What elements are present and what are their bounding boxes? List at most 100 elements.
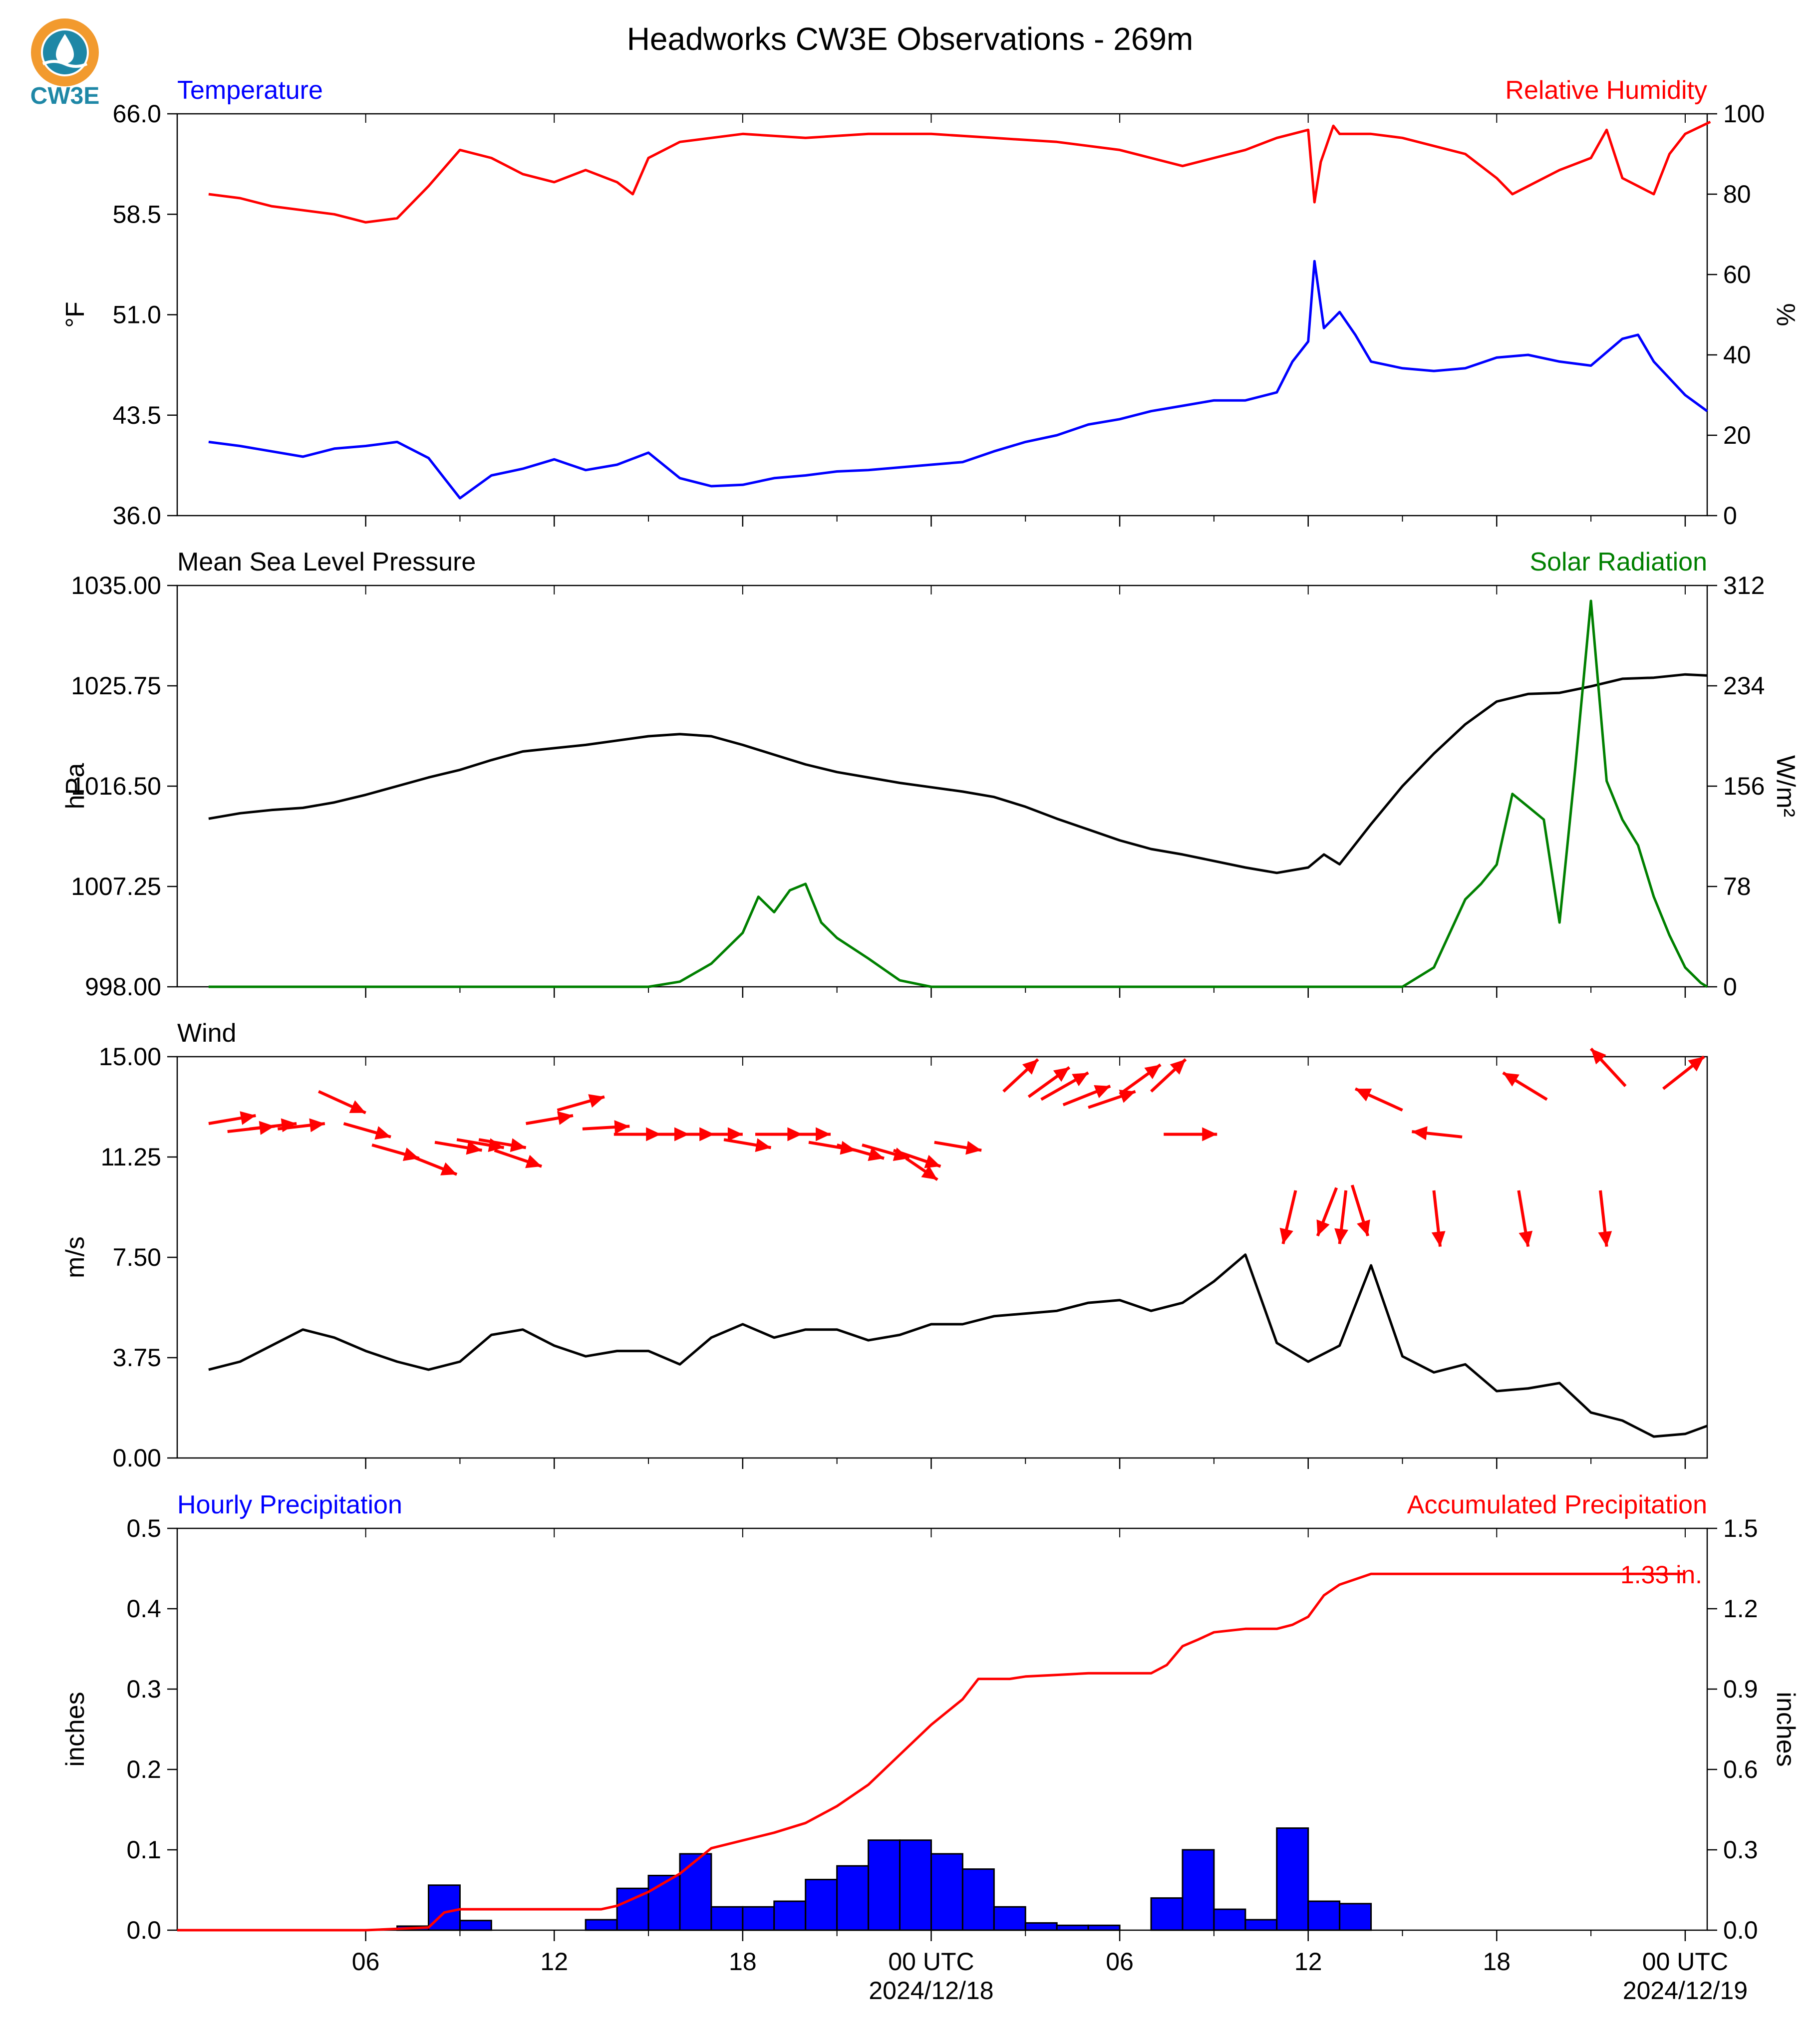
y-tick-label: 51.0 (113, 301, 161, 329)
wind-arrow (1040, 1071, 1089, 1101)
wind-arrow-head (1412, 1126, 1428, 1141)
wind-arrow (934, 1141, 982, 1155)
wind-arrow (1119, 1063, 1162, 1096)
y2-tick-label: 0.6 (1723, 1755, 1758, 1783)
wind-arrow (343, 1122, 391, 1140)
y2-tick-label: 40 (1723, 341, 1751, 369)
wind-arrow-head (1279, 1227, 1293, 1244)
y-tick-label: 0.2 (126, 1755, 161, 1783)
wind-arrow-head (440, 1162, 457, 1175)
wind-arrow (208, 1111, 256, 1125)
x-tick-label: 18 (729, 1948, 757, 1976)
y2-tick-label: 156 (1723, 772, 1765, 800)
y-axis-title: °F (61, 301, 90, 328)
series-line (208, 260, 1708, 500)
y2-tick-label: 1.5 (1723, 1514, 1758, 1542)
wind-arrow (494, 1149, 543, 1168)
logo-water-drop-icon (56, 34, 74, 64)
wind-arrow-head (510, 1138, 526, 1152)
wind-arrow (1062, 1085, 1111, 1107)
panel-right-label: Solar Radiation (1529, 548, 1707, 577)
panel-4: 0.0 0.1 0.2 0.3 0.4 0.5 0.0 0.3 0.6 0.9 1.2 1.5 inch… (61, 1490, 1800, 1944)
x-date-label: 2024/12/18 (869, 1977, 993, 2005)
y-tick-label: 0.4 (126, 1595, 161, 1623)
wind-arrow-head (1518, 1230, 1533, 1247)
wind-arrow-head (557, 1111, 573, 1125)
series-line (208, 1253, 1708, 1438)
logo-text: CW3E (30, 83, 100, 109)
y-tick-label: 0.5 (126, 1514, 161, 1542)
y2-tick-label: 1.2 (1723, 1595, 1758, 1623)
precip-bar (805, 1879, 838, 1931)
cw3e-logo: CW3E (30, 18, 100, 109)
series-line (208, 120, 1711, 224)
precip-bar (1056, 1924, 1089, 1931)
x-tick-label: 18 (1483, 1948, 1511, 1976)
wind-arrow (1279, 1190, 1297, 1244)
wind-arrow-head (1202, 1127, 1217, 1142)
x-date-label: 2024/12/19 (1623, 1977, 1748, 2005)
wind-arrow (371, 1143, 420, 1161)
y-tick-label: 3.75 (113, 1344, 161, 1372)
y-tick-label: 0.0 (126, 1916, 161, 1944)
precip-bar (647, 1875, 681, 1931)
panel-right-label: Relative Humidity (1505, 76, 1707, 105)
x-tick-label: 00 UTC (888, 1948, 974, 1976)
y-tick-label: 1035.00 (71, 572, 161, 599)
precip-bar (961, 1868, 995, 1931)
x-tick-label: 12 (540, 1948, 568, 1976)
wind-arrow (249, 1118, 297, 1133)
y2-tick-label: 0.3 (1723, 1836, 1758, 1864)
wind-arrow (434, 1141, 482, 1155)
precip-bar (742, 1906, 775, 1931)
y-tick-label: 1016.50 (71, 772, 161, 800)
precip-bar (1244, 1919, 1278, 1931)
precip-bar (679, 1853, 712, 1931)
wind-arrow-head (924, 1155, 941, 1168)
wind-arrow-head (921, 1165, 938, 1180)
y2-tick-label: 0.9 (1723, 1675, 1758, 1703)
wind-arrow (1598, 1190, 1612, 1247)
wind-arrow-head (1170, 1059, 1186, 1075)
x-tick-label: 06 (1106, 1948, 1134, 1976)
precip-bar (1150, 1897, 1184, 1931)
precip-bar (930, 1853, 963, 1931)
figure-title: Headworks CW3E Observations - 269m (627, 21, 1194, 57)
wind-arrow-head (1591, 1048, 1606, 1065)
wind-arrow (893, 1149, 941, 1168)
precip-bar (1024, 1922, 1058, 1931)
plot-frame (176, 584, 1708, 988)
wind-arrow-head (374, 1126, 391, 1140)
wind-arrow-head (525, 1155, 542, 1168)
wind-arrow (1350, 1184, 1370, 1237)
wind-arrow (278, 1118, 325, 1133)
precip-bar (1182, 1849, 1215, 1931)
y2-tick-label: 78 (1723, 872, 1751, 900)
x-tick-label: 06 (352, 1948, 380, 1976)
wind-arrow-head (1072, 1073, 1089, 1087)
panel-3: 0.00 3.75 7.50 11.25 15.00 m/s Wind (61, 1019, 1708, 1472)
y2-tick-label: 0 (1723, 502, 1737, 530)
wind-arrow-head (1094, 1085, 1111, 1099)
wind-arrow (1431, 1190, 1446, 1247)
y2-tick-label: 100 (1723, 100, 1765, 128)
y-tick-label: 15.00 (99, 1043, 161, 1071)
wind-arrow-head (1431, 1231, 1446, 1247)
precip-bar (993, 1906, 1026, 1931)
y-axis-title: inches (61, 1692, 90, 1766)
y-tick-label: 43.5 (113, 401, 161, 429)
wind-arrow-head (816, 1127, 831, 1142)
wind-arrow-head (1334, 1228, 1348, 1244)
y-tick-label: 1007.25 (71, 872, 161, 900)
precip-bar (459, 1920, 492, 1931)
panel-left-label: Wind (177, 1019, 236, 1048)
wind-arrow (1502, 1071, 1548, 1101)
precip-bar (1087, 1924, 1121, 1931)
y-tick-label: 998.00 (85, 973, 161, 1001)
wind-arrow (557, 1094, 605, 1112)
y-tick-label: 1025.75 (71, 672, 161, 700)
y-tick-label: 0.3 (126, 1675, 161, 1703)
precip-bar (836, 1865, 870, 1931)
wind-arrow-head (1144, 1065, 1161, 1079)
